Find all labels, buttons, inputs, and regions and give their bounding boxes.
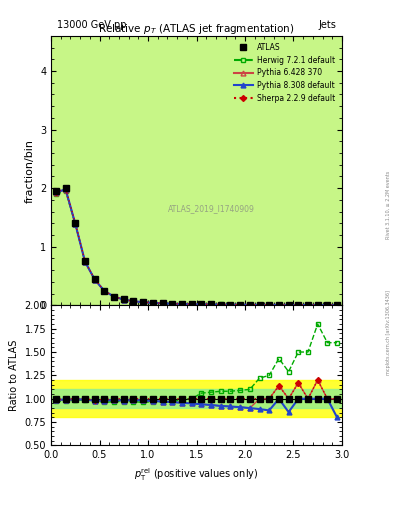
Legend: ATLAS, Herwig 7.2.1 default, Pythia 6.428 370, Pythia 8.308 default, Sherpa 2.2.: ATLAS, Herwig 7.2.1 default, Pythia 6.42… xyxy=(231,39,338,106)
Bar xyxy=(51,12,342,305)
Text: Jets: Jets xyxy=(318,20,336,30)
Text: mcplots.cern.ch [arXiv:1306.3436]: mcplots.cern.ch [arXiv:1306.3436] xyxy=(386,290,391,375)
Title: Relative $p_{T}$ (ATLAS jet fragmentation): Relative $p_{T}$ (ATLAS jet fragmentatio… xyxy=(98,22,295,36)
Bar xyxy=(51,12,342,305)
X-axis label: $p_{\mathrm{T}}^{\mathrm{rel}}$ (positive values only): $p_{\mathrm{T}}^{\mathrm{rel}}$ (positiv… xyxy=(134,466,259,483)
Y-axis label: Ratio to ATLAS: Ratio to ATLAS xyxy=(9,339,19,411)
Y-axis label: fraction/bin: fraction/bin xyxy=(24,139,35,203)
Text: Rivet 3.1.10, ≥ 2.2M events: Rivet 3.1.10, ≥ 2.2M events xyxy=(386,170,391,239)
Text: 13000 GeV pp: 13000 GeV pp xyxy=(57,20,127,30)
Text: ATLAS_2019_I1740909: ATLAS_2019_I1740909 xyxy=(167,204,255,213)
